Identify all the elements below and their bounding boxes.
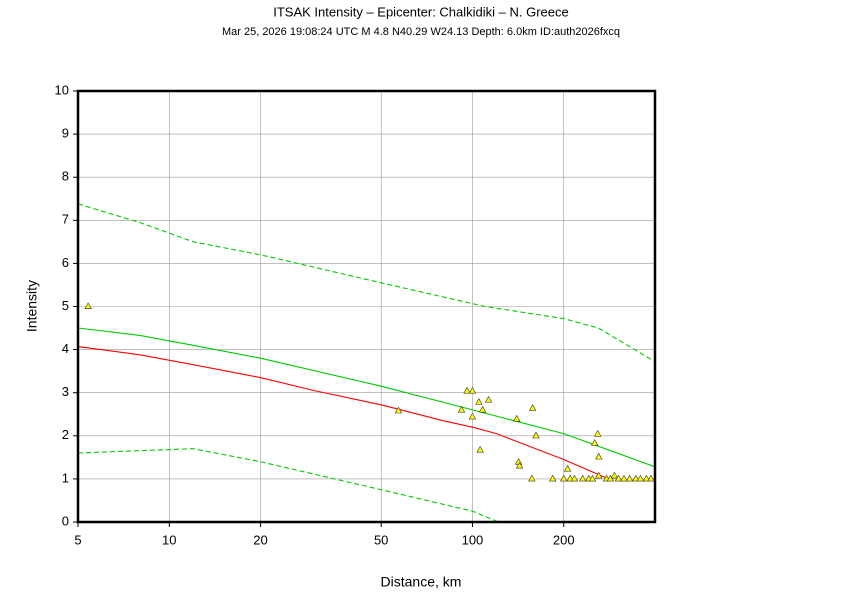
station-marker <box>632 474 640 482</box>
station-marker <box>590 439 599 446</box>
station-marker <box>515 461 524 469</box>
x-tick-label: 10 <box>162 532 176 547</box>
station-marker <box>647 474 655 482</box>
x-tick-label: 50 <box>374 532 388 547</box>
station-marker <box>513 414 521 422</box>
station-marker <box>457 405 466 413</box>
station-marker <box>563 464 572 472</box>
station-marker <box>614 474 623 482</box>
chart-title: ITSAK Intensity – Epicenter: Chalkidiki … <box>273 4 569 19</box>
station-marker <box>549 474 557 482</box>
station-marker <box>528 474 536 482</box>
y-tick-label: 0 <box>62 513 69 528</box>
x-tick-label: 20 <box>253 532 267 547</box>
station-marker <box>468 386 477 394</box>
curve <box>77 448 499 523</box>
y-tick-label: 6 <box>62 255 69 270</box>
station-marker <box>84 302 92 309</box>
station-marker <box>570 474 579 482</box>
station-marker <box>484 395 493 403</box>
plot-frame <box>76 89 657 524</box>
y-tick-label: 1 <box>62 470 69 485</box>
station-marker <box>476 445 484 453</box>
station-marker <box>475 398 483 405</box>
curve <box>77 203 656 363</box>
station-marker <box>578 474 587 482</box>
station-marker <box>642 474 651 482</box>
y-tick-label: 10 <box>55 82 69 97</box>
y-tick-label: 8 <box>62 169 69 184</box>
station-marker <box>610 471 619 479</box>
station-marker <box>514 457 523 465</box>
y-tick-label: 4 <box>62 341 69 356</box>
station-marker <box>595 452 603 460</box>
station-marker <box>620 474 628 482</box>
station-marker <box>463 386 471 394</box>
x-tick-label: 200 <box>553 532 575 547</box>
x-axis-label: Distance, km <box>381 574 462 590</box>
station-marker <box>588 474 597 482</box>
curve <box>77 327 656 468</box>
x-tick-label: 5 <box>74 532 81 547</box>
y-axis-label: Intensity <box>24 280 40 332</box>
station-marker <box>594 429 602 437</box>
station-marker <box>468 412 477 420</box>
y-tick-label: 7 <box>62 212 69 227</box>
chart-subtitle: Mar 25, 2026 19:08:24 UTC M 4.8 N40.29 W… <box>222 26 620 38</box>
y-tick-label: 5 <box>62 298 69 313</box>
y-tick-label: 3 <box>62 384 69 399</box>
station-marker <box>636 474 645 482</box>
station-marker <box>595 471 603 479</box>
y-tick-label: 9 <box>62 126 69 141</box>
x-tick-label: 100 <box>462 532 484 547</box>
curve <box>77 346 609 480</box>
station-marker <box>560 474 568 482</box>
station-marker <box>394 406 403 414</box>
station-marker <box>532 431 540 439</box>
y-tick-label: 2 <box>62 427 69 442</box>
station-marker <box>478 405 487 413</box>
station-marker <box>625 474 634 482</box>
station-marker <box>528 404 537 411</box>
